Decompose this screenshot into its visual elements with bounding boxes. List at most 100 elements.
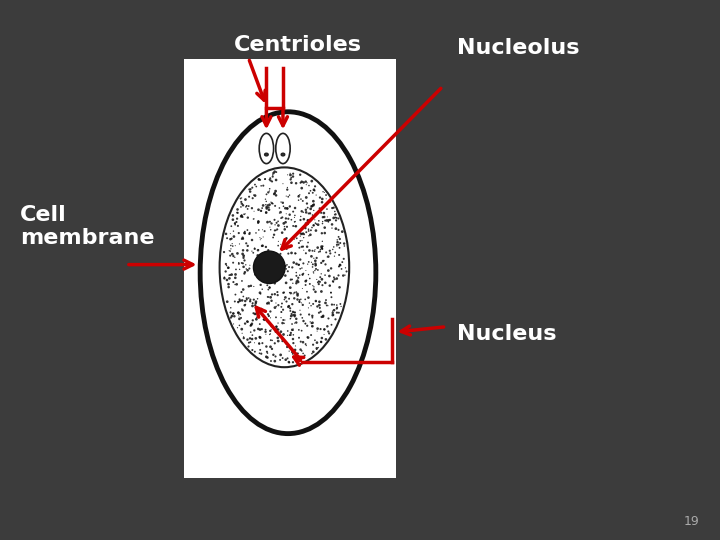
Point [228,309,239,318]
Point [248,282,260,291]
Point [317,281,328,289]
Point [289,319,300,327]
Point [318,209,330,218]
Point [317,237,328,246]
Point [311,275,323,284]
Point [233,310,244,319]
Point [253,273,265,282]
Point [259,227,271,235]
Point [234,240,246,248]
Point [325,249,336,258]
Point [317,213,328,221]
Point [233,315,245,323]
Point [236,325,248,334]
Point [244,187,256,196]
Point [323,216,334,225]
Point [294,191,305,199]
Point [218,248,230,256]
Point [266,345,278,353]
Point [330,213,341,222]
Point [276,299,288,308]
Point [307,262,318,271]
Point [261,208,272,217]
Point [292,273,304,282]
Point [297,269,309,278]
Point [231,214,243,223]
Point [279,222,290,231]
Point [248,215,259,224]
Point [271,219,282,227]
Point [289,213,300,222]
Point [320,335,332,343]
Point [292,349,304,357]
Point [247,194,258,202]
Point [262,349,274,357]
Point [275,208,287,217]
Point [272,217,284,226]
Point [329,275,341,284]
Point [242,318,253,326]
Point [232,323,243,332]
Point [235,314,247,322]
Point [325,288,337,297]
Point [302,293,314,302]
Point [288,258,300,267]
Point [274,209,285,218]
Point [287,275,298,284]
Point [311,327,323,335]
Point [237,306,248,315]
Point [282,331,293,340]
Point [266,290,278,299]
Point [295,310,307,319]
Point [253,217,264,226]
Point [303,227,315,235]
Point [238,246,249,255]
Point [261,204,272,213]
Point [266,219,277,228]
Point [322,213,333,221]
Point [238,285,249,294]
Point [258,261,269,269]
Point [302,220,313,228]
Point [335,300,346,308]
Point [315,273,326,281]
Point [257,226,269,234]
Point [232,208,243,217]
Point [240,239,252,248]
Point [281,192,292,200]
Point [230,280,241,289]
Point [302,303,314,312]
Point [319,271,330,280]
Point [307,221,319,230]
Point [235,194,246,203]
Point [235,198,247,206]
Point [334,283,346,292]
Point [226,234,238,243]
Point [242,226,253,234]
Point [261,190,272,199]
Point [285,314,297,323]
Point [251,310,262,319]
Point [306,202,318,211]
Point [238,292,249,301]
Point [269,220,281,229]
Point [308,285,320,294]
Point [323,327,334,336]
Point [300,295,311,303]
Point [310,261,321,269]
Point [244,334,256,343]
Point [287,326,299,335]
Point [307,260,319,269]
Point [338,242,350,251]
Point [240,195,251,204]
Point [256,325,268,334]
Point [256,285,268,294]
Point [287,335,299,343]
Point [312,325,323,333]
Point [330,224,342,233]
Point [275,198,287,206]
Point [327,277,338,286]
Point [242,205,253,213]
Point [266,322,277,330]
Point [275,327,287,336]
